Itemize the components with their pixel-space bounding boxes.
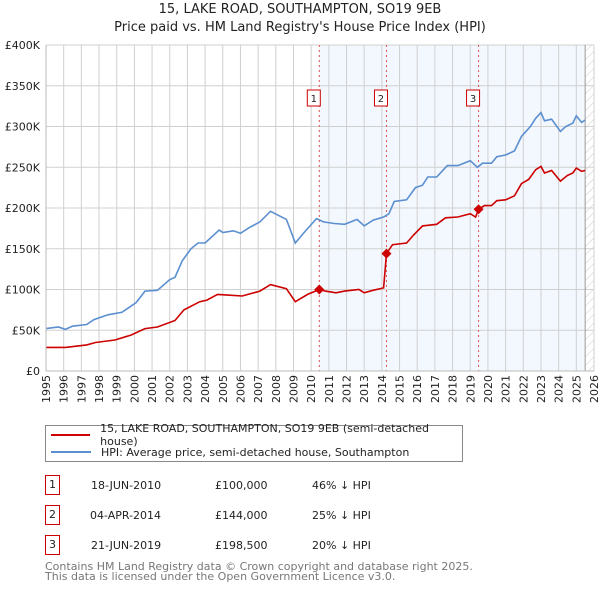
- sale-price: £100,000: [215, 479, 268, 492]
- sale-date: 18-JUN-2010: [91, 479, 162, 492]
- sale-point: [381, 248, 392, 259]
- sale-price: £198,500: [215, 539, 268, 552]
- x-tick-label: 2005: [217, 375, 230, 403]
- sale-label-box: 2: [373, 89, 388, 107]
- y-tick-label: £150K: [5, 243, 41, 256]
- price-chart: 1995 1996 1997 1998 1999 2000 2001 2002 2003 2004…: [5, 39, 600, 403]
- x-tick-label: 2016: [411, 375, 424, 403]
- sale-label-number: 1: [311, 94, 317, 105]
- chart-legend: 15, LAKE ROAD, SOUTHAMPTON, SO19 9EB (se…: [45, 422, 463, 462]
- x-tick-label: 2008: [270, 375, 283, 403]
- x-tick-label: 2022: [517, 375, 530, 403]
- x-tick-label: 2011: [323, 375, 336, 403]
- x-tick-label: 2014: [376, 375, 389, 403]
- hpi-line: [45, 111, 586, 331]
- y-tick-label: £350K: [5, 80, 41, 93]
- x-tick-label: 2013: [358, 375, 371, 403]
- sale-date: 04-APR-2014: [90, 509, 162, 522]
- y-tick-label: £100K: [5, 284, 41, 297]
- legend-label: HPI: Average price, semi-detached house,…: [101, 445, 410, 459]
- x-tick-label: 2007: [252, 375, 265, 403]
- sale-hpi-diff: 25% ↓ HPI: [312, 509, 371, 522]
- sale-row: 3 21-JUN-2019 £198,500 20% ↓ HPI: [45, 535, 465, 555]
- x-tick-label: 2020: [482, 375, 495, 403]
- y-tick-label: £200K: [5, 202, 41, 215]
- sale-number-badge: 3: [45, 535, 60, 555]
- x-tick-label: 1997: [75, 375, 88, 403]
- x-tick-label: 2019: [464, 375, 477, 403]
- x-tick-label: 2015: [394, 375, 407, 403]
- legend-swatch-red: [51, 434, 91, 436]
- footer-copyright: Contains HM Land Registry data © Crown c…: [45, 560, 473, 573]
- sale-label-border: [466, 89, 481, 107]
- sale-point: [314, 284, 325, 295]
- footer-licence: This data is licensed under the Open Gov…: [45, 570, 396, 583]
- legend-item-hpi: HPI: Average price, semi-detached house,…: [46, 444, 409, 460]
- x-tick-label: 2000: [128, 375, 141, 403]
- x-tick-label: 1996: [58, 375, 71, 403]
- sale-label-border: [373, 89, 388, 107]
- x-tick-label: 1998: [93, 375, 106, 403]
- x-tick-label: 2024: [553, 375, 566, 403]
- sale-number-badge: 1: [45, 475, 60, 495]
- legend-swatch-blue: [51, 451, 91, 453]
- sale-number-badge: 2: [45, 505, 60, 525]
- x-tick-label: 2009: [287, 375, 300, 403]
- x-tick-label: 2002: [164, 375, 177, 403]
- x-tick-label: 2003: [181, 375, 194, 403]
- legend-item-property: 15, LAKE ROAD, SOUTHAMPTON, SO19 9EB (se…: [46, 422, 462, 448]
- x-tick-label: 2012: [341, 375, 354, 403]
- sale-price: £144,000: [215, 509, 268, 522]
- x-tick-label: 1999: [111, 375, 124, 403]
- y-tick-label: £300K: [5, 121, 41, 134]
- x-tick-label: 2017: [429, 375, 442, 403]
- legend-label: 15, LAKE ROAD, SOUTHAMPTON, SO19 9EB (se…: [100, 422, 429, 448]
- sale-point: [473, 204, 484, 215]
- sale-row: 1 18-JUN-2010 £100,000 46% ↓ HPI: [45, 475, 465, 495]
- x-tick-label: 2026: [588, 375, 600, 403]
- x-tick-label: 1995: [40, 375, 53, 403]
- y-tick-label: £250K: [5, 161, 41, 174]
- x-tick-label: 2001: [146, 375, 159, 403]
- sale-label-box: 1: [306, 89, 321, 107]
- sale-date: 21-JUN-2019: [91, 539, 162, 552]
- chart-subtitle: Price paid vs. HM Land Registry's House …: [114, 20, 486, 35]
- x-tick-label: 2004: [199, 375, 212, 403]
- sale-label-border: [306, 89, 321, 107]
- chart-title: 15, LAKE ROAD, SOUTHAMPTON, SO19 9EB: [158, 2, 442, 17]
- x-tick-label: 2006: [234, 375, 247, 403]
- sale-label-box: 3: [466, 89, 481, 107]
- sale-row: 2 04-APR-2014 £144,000 25% ↓ HPI: [45, 505, 465, 525]
- sale-label-number: 2: [378, 94, 384, 105]
- price-paid-line: [46, 165, 586, 349]
- x-tick-label: 2010: [305, 375, 318, 403]
- y-tick-label: £0: [26, 365, 40, 378]
- y-tick-label: £400K: [5, 39, 41, 52]
- sale-label-number: 3: [470, 94, 476, 105]
- sale-hpi-diff: 20% ↓ HPI: [312, 539, 371, 552]
- sale-hpi-diff: 46% ↓ HPI: [312, 479, 371, 492]
- y-tick-label: £50K: [12, 324, 41, 337]
- x-tick-label: 2018: [447, 375, 460, 403]
- x-tick-label: 2023: [535, 375, 548, 403]
- x-tick-label: 2025: [570, 375, 583, 403]
- x-tick-label: 2021: [500, 375, 513, 403]
